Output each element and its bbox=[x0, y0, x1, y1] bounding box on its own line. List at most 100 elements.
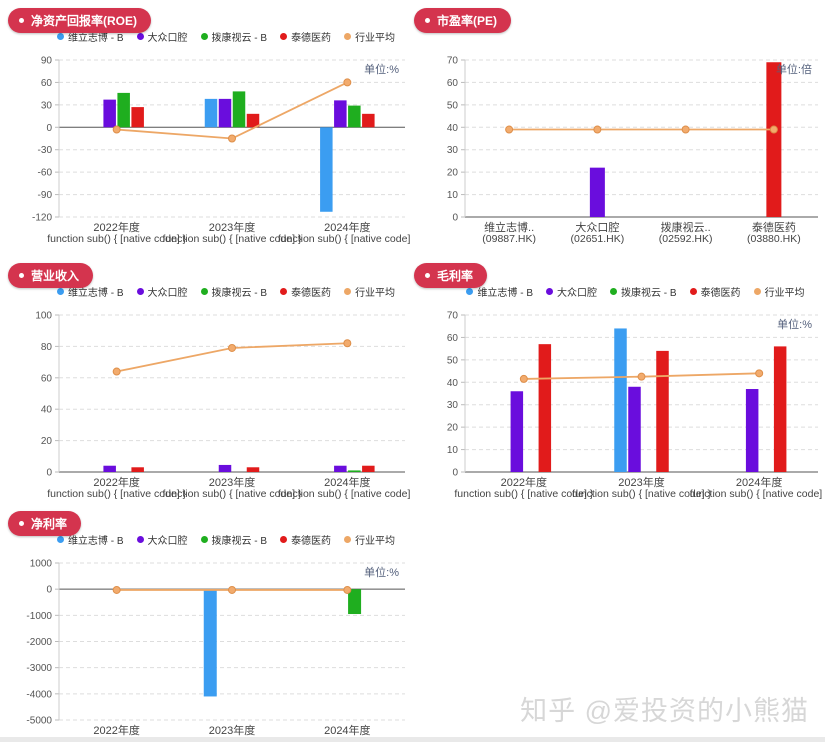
y-tick-label: 20 bbox=[447, 168, 459, 179]
bar[interactable] bbox=[538, 344, 552, 472]
chart-panel-roe: 净资产回报率(ROE) 维立志博 - B 大众口腔 拨康视云 - B 泰德医药 行业平均… bbox=[0, 0, 412, 252]
line-marker[interactable] bbox=[112, 367, 121, 376]
bar[interactable] bbox=[348, 105, 361, 128]
chart-legend: 维立志博 - B 大众口腔 拨康视云 - B 泰德医药 行业平均 bbox=[40, 532, 412, 547]
bar[interactable] bbox=[362, 113, 375, 128]
legend-item-label: 泰德医药 bbox=[291, 288, 332, 299]
line-marker[interactable] bbox=[228, 134, 236, 143]
y-tick-label: 60 bbox=[41, 78, 53, 89]
legend-item[interactable]: 泰德医药 bbox=[280, 284, 331, 299]
x-category-sublabel: function sub() { [native code] } bbox=[47, 488, 186, 500]
chart-title-badge: 净利率 bbox=[8, 511, 82, 536]
bar[interactable] bbox=[348, 589, 362, 615]
x-category-sublabel: function sub() { [native code] } bbox=[163, 233, 302, 245]
legend-item[interactable]: 行业平均 bbox=[344, 29, 395, 44]
bar[interactable] bbox=[656, 350, 669, 472]
legend-dot-icon bbox=[56, 288, 64, 295]
line-marker[interactable] bbox=[593, 125, 602, 134]
bar[interactable] bbox=[348, 470, 361, 472]
legend-dot-icon bbox=[546, 288, 553, 295]
legend-item-label: 行业平均 bbox=[764, 288, 805, 299]
y-tick-label: 0 bbox=[452, 468, 458, 479]
line-marker[interactable] bbox=[343, 585, 352, 594]
legend-item[interactable]: 行业平均 bbox=[344, 284, 395, 299]
line-marker[interactable] bbox=[769, 125, 778, 134]
line-marker[interactable] bbox=[505, 125, 514, 134]
legend-item[interactable]: 维立志博 - B bbox=[56, 284, 124, 299]
legend-item[interactable]: 维立志博 - B bbox=[466, 284, 533, 299]
legend-item[interactable]: 泰德医药 bbox=[280, 532, 331, 547]
legend-item[interactable]: 泰德医药 bbox=[689, 284, 741, 299]
bar[interactable] bbox=[218, 98, 232, 128]
bar[interactable] bbox=[766, 62, 782, 217]
chart-title-badge: 市盈率(PE) bbox=[414, 8, 512, 33]
line-marker[interactable] bbox=[755, 369, 764, 378]
legend-dot-icon bbox=[344, 288, 352, 295]
bar[interactable] bbox=[103, 465, 116, 472]
legend-dot-icon bbox=[280, 288, 288, 295]
legend-item[interactable]: 泰德医药 bbox=[280, 29, 331, 44]
bar[interactable] bbox=[628, 386, 641, 472]
bar[interactable] bbox=[204, 98, 218, 128]
bar[interactable] bbox=[320, 127, 333, 212]
x-category-sublabel: (09887.HK) bbox=[482, 233, 536, 245]
line-marker[interactable] bbox=[112, 585, 121, 594]
y-tick-label: 0 bbox=[46, 585, 52, 596]
bar[interactable] bbox=[614, 328, 627, 472]
line-marker[interactable] bbox=[519, 374, 528, 383]
line-marker[interactable] bbox=[343, 339, 352, 348]
bar[interactable] bbox=[773, 346, 787, 472]
bar[interactable] bbox=[103, 99, 116, 128]
bar[interactable] bbox=[131, 107, 144, 128]
line-marker[interactable] bbox=[681, 125, 690, 134]
line-marker[interactable] bbox=[228, 343, 236, 352]
legend-item[interactable]: 大众口腔 bbox=[546, 284, 597, 299]
legend-item[interactable]: 拨康视云 - B bbox=[200, 284, 268, 299]
legend-item-label: 维立志博 - B bbox=[67, 33, 124, 44]
legend-item[interactable]: 大众口腔 bbox=[136, 284, 188, 299]
y-tick-label: 40 bbox=[447, 378, 459, 389]
legend-item[interactable]: 大众口腔 bbox=[136, 532, 188, 547]
bar[interactable] bbox=[334, 100, 347, 128]
x-category-label: 大众口腔 bbox=[575, 220, 619, 234]
bar[interactable] bbox=[745, 389, 759, 472]
legend-item[interactable]: 维立志博 - B bbox=[56, 29, 124, 44]
bar[interactable] bbox=[117, 92, 130, 128]
line-marker[interactable] bbox=[112, 125, 121, 134]
bar[interactable] bbox=[589, 167, 605, 217]
y-tick-label: 60 bbox=[447, 78, 459, 89]
legend-item-label: 拨康视云 - B bbox=[211, 288, 268, 299]
line-marker[interactable] bbox=[637, 372, 646, 381]
y-tick-label: 1000 bbox=[30, 559, 53, 570]
bar[interactable] bbox=[246, 113, 260, 128]
bar[interactable] bbox=[246, 467, 260, 472]
bar[interactable] bbox=[334, 465, 347, 472]
y-tick-label: 40 bbox=[447, 123, 459, 134]
bar[interactable] bbox=[510, 391, 524, 472]
legend-item[interactable]: 维立志博 - B bbox=[56, 532, 124, 547]
bar[interactable] bbox=[131, 467, 144, 472]
x-category-sublabel: function sub() { [native code] } bbox=[454, 488, 593, 500]
page-edge-strip bbox=[0, 737, 825, 742]
x-category-label: 2024年度 bbox=[324, 723, 370, 737]
legend-item[interactable]: 拨康视云 - B bbox=[200, 532, 267, 547]
bar[interactable] bbox=[232, 91, 246, 128]
bar[interactable] bbox=[362, 465, 375, 472]
legend-dot-icon bbox=[280, 33, 288, 40]
legend-dot-icon bbox=[280, 536, 288, 543]
bar[interactable] bbox=[203, 589, 217, 697]
x-category-label: 2022年度 bbox=[93, 220, 139, 234]
legend-item[interactable]: 拨康视云 - B bbox=[200, 29, 267, 44]
legend-item[interactable]: 大众口腔 bbox=[136, 29, 188, 44]
line-marker[interactable] bbox=[228, 585, 236, 594]
y-tick-label: -3000 bbox=[26, 663, 52, 674]
x-category-label: 2022年度 bbox=[93, 723, 139, 737]
chart-legend: 维立志博 - B 大众口腔 拨康视云 - B 泰德医药 行业平均 bbox=[40, 29, 412, 44]
legend-item[interactable]: 行业平均 bbox=[753, 284, 805, 299]
legend-item[interactable]: 拨康视云 - B bbox=[610, 284, 677, 299]
legend-item[interactable]: 行业平均 bbox=[344, 532, 395, 547]
line-marker[interactable] bbox=[343, 78, 352, 87]
y-tick-label: -4000 bbox=[26, 689, 52, 700]
bar[interactable] bbox=[218, 464, 232, 472]
